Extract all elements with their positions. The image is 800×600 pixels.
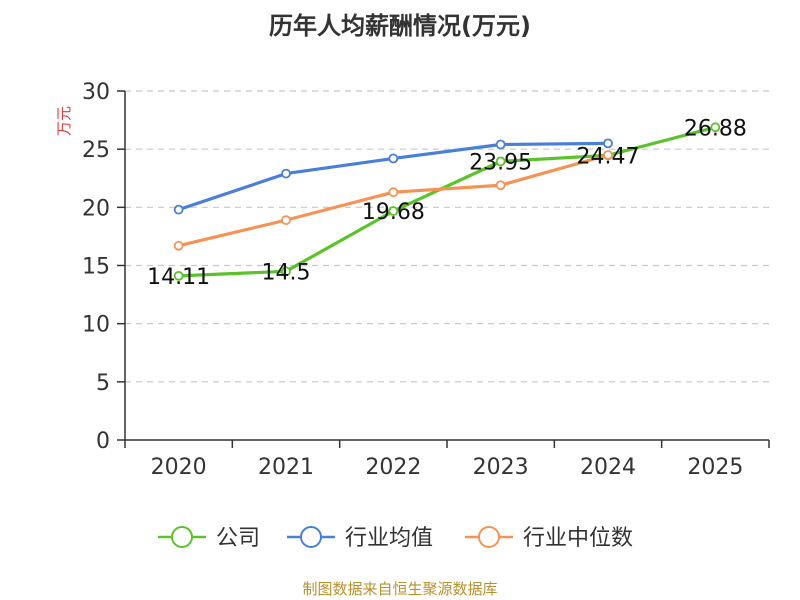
data-label-2021: 14.5 bbox=[262, 260, 311, 285]
x-tick-label-2020: 2020 bbox=[151, 455, 207, 480]
data-point-2-2022 bbox=[388, 187, 399, 198]
legend: 公司 行业均值 行业中位数 bbox=[158, 526, 633, 551]
data-point-1-2022 bbox=[388, 153, 399, 164]
y-tick-label: 15 bbox=[82, 255, 110, 280]
legend-marker-0 bbox=[171, 526, 193, 548]
y-tick-label: 5 bbox=[96, 371, 110, 396]
legend-label-0: 公司 bbox=[216, 526, 260, 551]
data-point-1-2023 bbox=[495, 139, 506, 150]
series-line-0 bbox=[177, 125, 717, 278]
x-tick-label-2025: 2025 bbox=[687, 455, 743, 480]
y-tick-label: 10 bbox=[82, 313, 110, 338]
data-label-2020: 14.11 bbox=[147, 265, 210, 290]
data-point-2-2023 bbox=[495, 180, 506, 191]
data-points bbox=[173, 122, 721, 281]
data-point-0-2022 bbox=[388, 206, 399, 216]
data-point-0-2020 bbox=[173, 270, 184, 281]
y-tick-label: 0 bbox=[96, 429, 110, 454]
legend-label-2: 行业中位数 bbox=[523, 526, 633, 551]
x-tick-label-2022: 2022 bbox=[365, 455, 421, 480]
data-label-2023: 23.95 bbox=[469, 150, 532, 175]
y-axis-label: 万元 bbox=[55, 106, 73, 136]
data-point-2-2021 bbox=[281, 215, 291, 226]
data-point-0-2021 bbox=[281, 266, 291, 277]
y-tick-label: 30 bbox=[82, 80, 110, 105]
data-label-2025: 26.88 bbox=[684, 116, 747, 141]
data-point-1-2024 bbox=[603, 138, 613, 149]
chart-title: 历年人均薪酬情况(万元) bbox=[269, 12, 531, 40]
data-point-0-2023 bbox=[495, 156, 506, 167]
grid-lines bbox=[125, 90, 769, 383]
x-tick-label-2023: 2023 bbox=[473, 455, 529, 480]
data-point-0-2025 bbox=[710, 122, 721, 133]
legend-marker-1 bbox=[300, 526, 322, 548]
legend-marker-2 bbox=[478, 526, 500, 548]
y-tick-label: 25 bbox=[82, 138, 110, 163]
x-tick-label-2021: 2021 bbox=[258, 455, 314, 480]
source-note: 制图数据来自恒生聚源数据库 bbox=[302, 580, 498, 598]
data-label-2022: 19.68 bbox=[362, 200, 425, 225]
data-point-2-2024 bbox=[603, 150, 613, 160]
data-labels: 14.11 14.5 19.68 23.95 24.47 26.88 bbox=[147, 116, 747, 290]
data-label-2024: 24.47 bbox=[577, 144, 640, 169]
legend-label-1: 行业均值 bbox=[345, 526, 433, 551]
data-point-2-2020 bbox=[173, 240, 184, 251]
y-tick-label: 20 bbox=[82, 196, 110, 221]
x-tick-label-2024: 2024 bbox=[580, 455, 636, 480]
data-point-1-2020 bbox=[173, 204, 184, 215]
data-point-1-2021 bbox=[281, 168, 291, 179]
